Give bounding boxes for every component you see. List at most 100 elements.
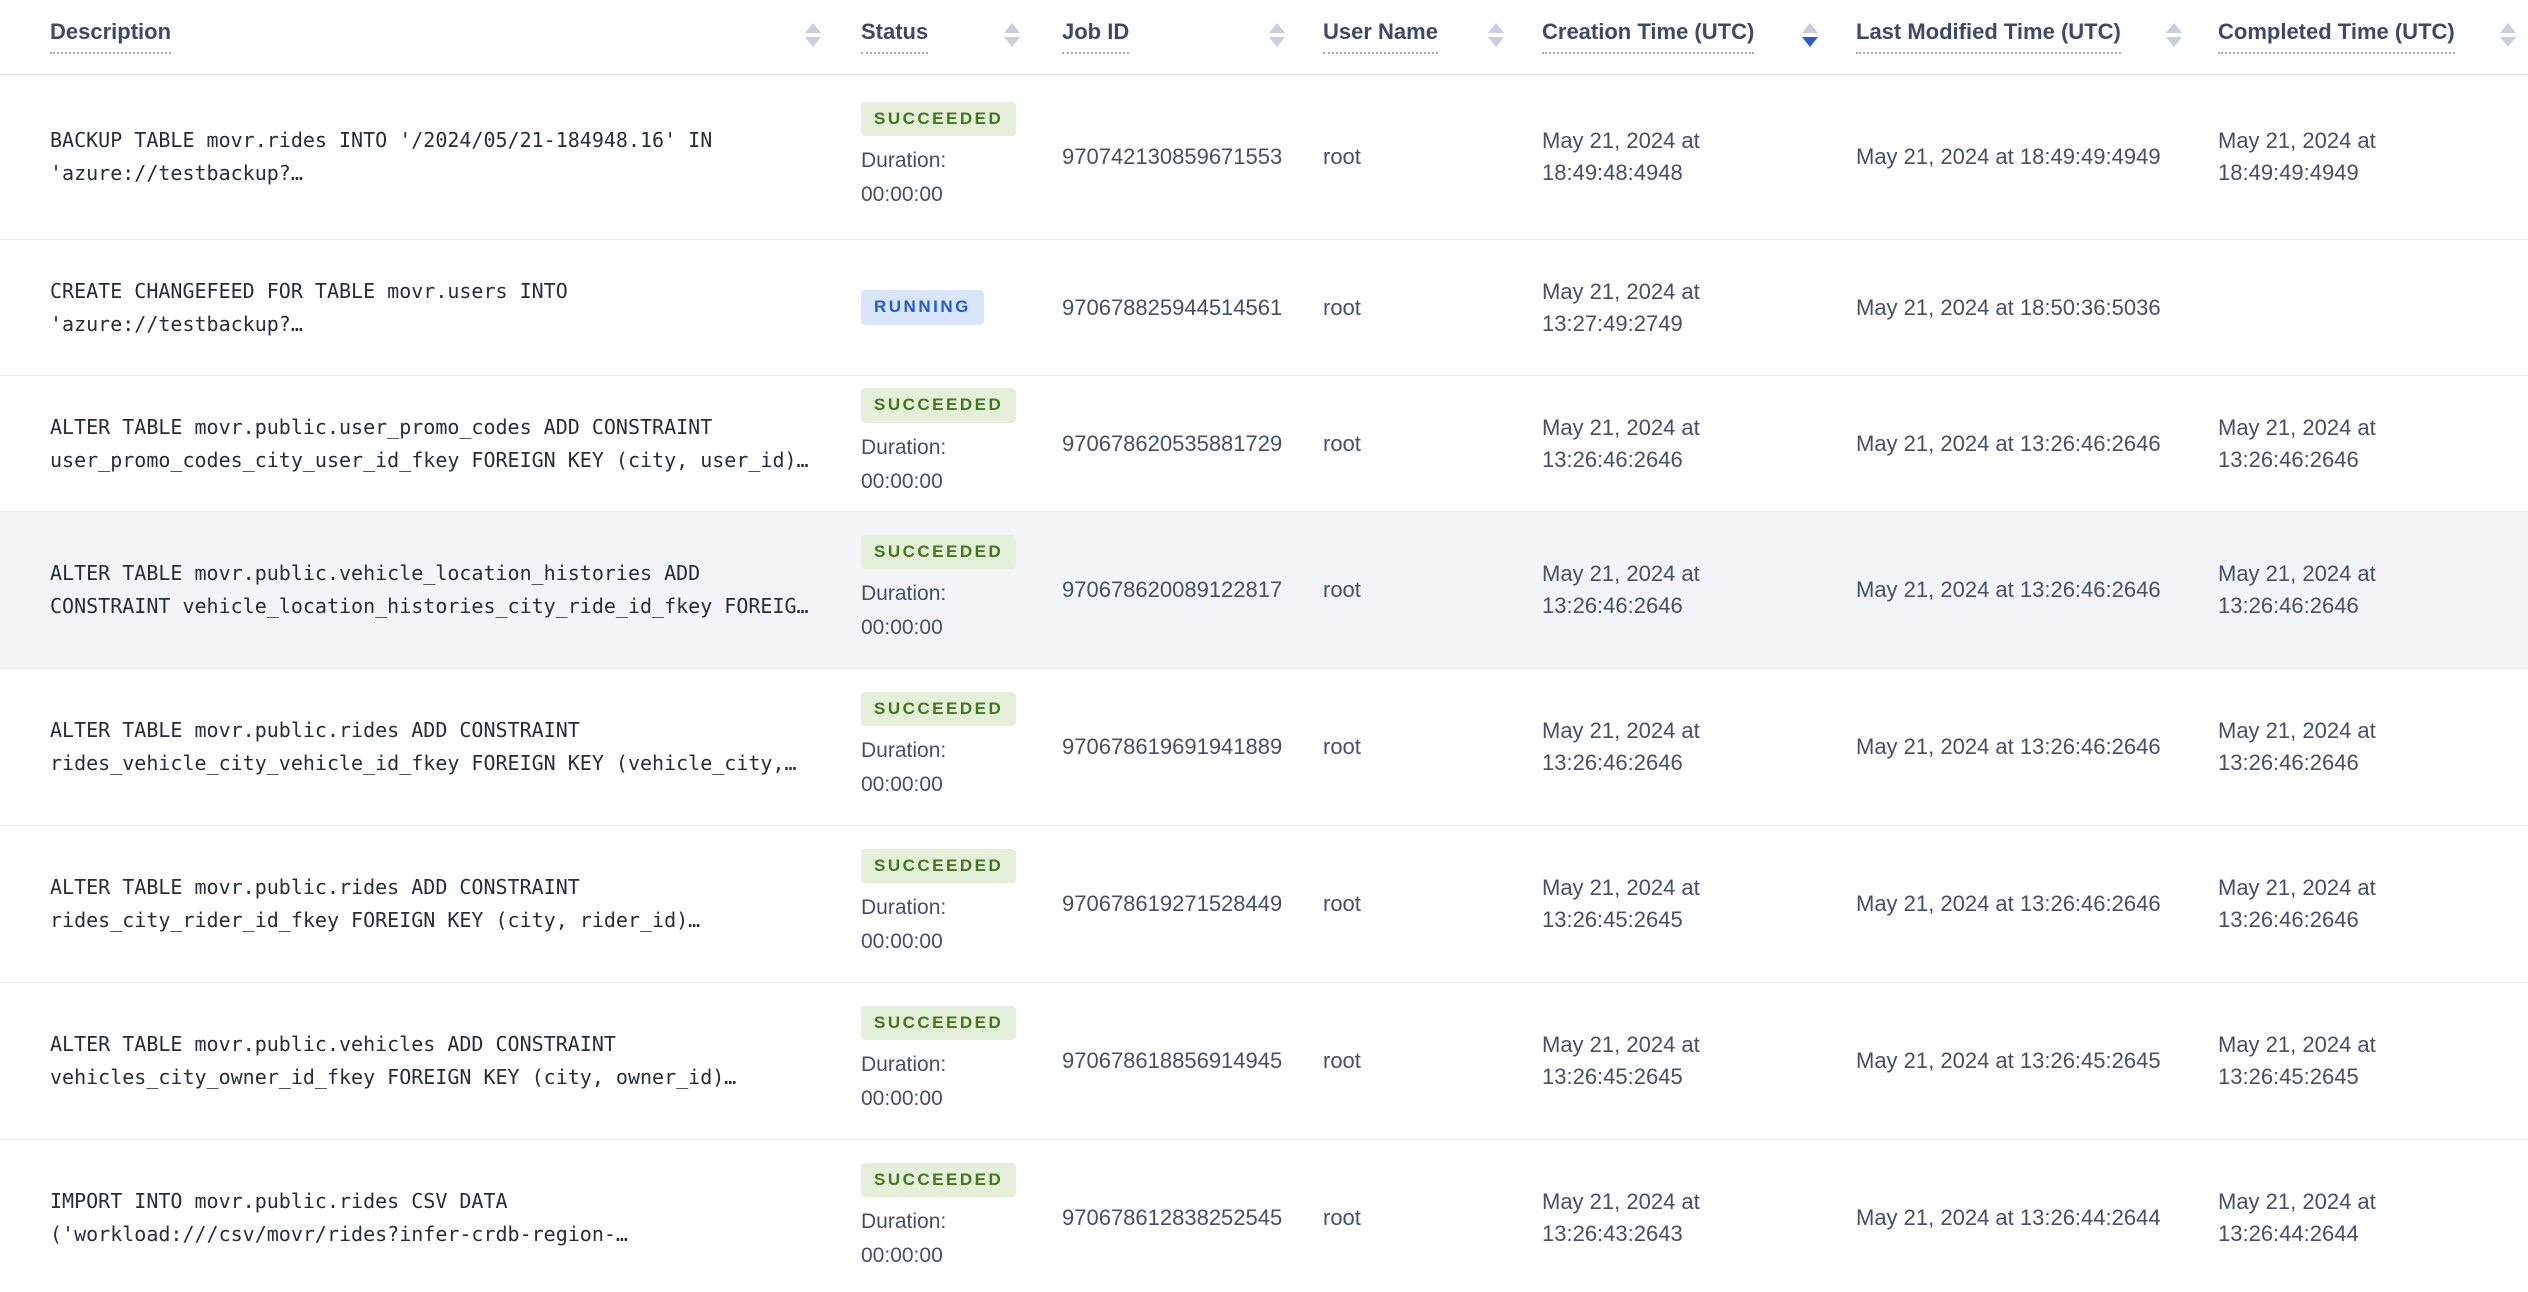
job-id-cell: 970678620535881729 [1062,430,1283,456]
creation-time: 13:26:46:2646 [1542,593,1683,618]
sort-arrows-icon[interactable] [805,23,821,47]
creation-time-cell: May 21, 2024 at 18:49:48:4948 [1542,125,1856,189]
user-name-cell: root [1323,891,1361,916]
sort-desc-icon [1004,37,1020,47]
sort-arrows-icon[interactable] [1004,23,1020,47]
user-name-cell: root [1323,577,1361,602]
creation-time-cell: May 21, 2024 at 13:26:46:2646 [1542,715,1856,779]
table-row[interactable]: ALTER TABLE movr.public.vehicles ADD CON… [0,983,2528,1140]
job-description-line2: user_promo_codes_city_user_id_fkey FOREI… [50,447,809,472]
sort-desc-icon [2500,37,2516,47]
job-description-line2: 'azure://testbackup?… [50,161,303,185]
last-modified-value: May 21, 2024 at 13:26:46:2646 [1856,734,2161,759]
last-modified-value: May 21, 2024 at 13:26:46:2646 [1856,577,2161,602]
duration-value: 00:00:00 [861,930,943,954]
sort-arrows-icon[interactable] [2166,23,2182,47]
job-status-cell: SUCCEEDED Duration: 00:00:00 [861,534,1062,645]
sort-asc-icon [2500,23,2516,33]
job-description-line2: vehicles_city_owner_id_fkey FOREIGN KEY … [50,1065,737,1089]
completed-date: May 21, 2024 at [2218,1032,2376,1057]
status-badge: SUCCEEDED [861,101,1017,137]
table-row[interactable]: IMPORT INTO movr.public.rides CSV DATA (… [0,1140,2528,1292]
column-header-label: Description [50,19,172,55]
column-header[interactable]: Status [861,19,1062,55]
column-header[interactable]: Creation Time (UTC) [1542,19,1856,55]
job-description-cell[interactable]: BACKUP TABLE movr.rides INTO '/2024/05/2… [50,124,861,190]
creation-time: 13:26:46:2646 [1542,446,1683,472]
job-status-cell: SUCCEEDED Duration: 00:00:00 [861,1162,1062,1273]
creation-time: 13:27:49:2749 [1542,310,1683,336]
duration-label: Duration: [861,435,947,459]
job-description-cell[interactable]: ALTER TABLE movr.public.vehicles ADD CON… [50,1028,861,1094]
job-description-cell[interactable]: ALTER TABLE movr.public.rides ADD CONSTR… [50,871,861,937]
duration-value: 00:00:00 [861,1244,943,1268]
job-description-line2: rides_vehicle_city_vehicle_id_fkey FOREI… [50,751,797,775]
job-description-line2: 'azure://testbackup?… [50,311,303,336]
completed-time: 13:26:45:2645 [2218,1064,2359,1089]
job-id-cell: 970678620089122817 [1062,577,1283,602]
job-id-cell: 970678618856914945 [1062,1048,1283,1073]
job-description-cell[interactable]: ALTER TABLE movr.public.vehicle_location… [50,557,861,623]
job-status-cell: SUCCEEDED Duration: 00:00:00 [861,691,1062,802]
user-name-cell: root [1323,294,1361,320]
job-description-cell[interactable]: CREATE CHANGEFEED FOR TABLE movr.users I… [50,275,861,341]
duration-value: 00:00:00 [861,1087,943,1111]
table-header-row: Description Status Job ID User Name Crea… [0,0,2528,75]
duration-label: Duration: [861,1053,947,1077]
column-header[interactable]: Last Modified Time (UTC) [1856,19,2218,55]
column-header-label: Last Modified Time (UTC) [1856,19,2121,55]
duration-label: Duration: [861,582,947,606]
job-description-line2: CONSTRAINT vehicle_location_histories_ci… [50,594,809,618]
column-header[interactable]: User Name [1323,19,1542,55]
last-modified-time-cell: May 21, 2024 at 18:49:49:4949 [1856,141,2218,173]
completed-time: 13:26:46:2646 [2218,750,2359,775]
last-modified-value: May 21, 2024 at 13:26:45:2645 [1856,1048,2161,1073]
job-description-cell[interactable]: ALTER TABLE movr.public.user_promo_codes… [50,411,861,477]
duration-value: 00:00:00 [861,773,943,797]
table-row[interactable]: ALTER TABLE movr.public.vehicle_location… [0,512,2528,669]
status-duration: Duration: 00:00:00 [861,891,1032,959]
last-modified-time-cell: May 21, 2024 at 13:26:46:2646 [1856,428,2218,460]
job-description-cell[interactable]: ALTER TABLE movr.public.rides ADD CONSTR… [50,714,861,780]
table-row[interactable]: CREATE CHANGEFEED FOR TABLE movr.users I… [0,240,2528,376]
sort-desc-icon [1488,37,1504,47]
job-id-cell: 970678612838252545 [1062,1205,1283,1230]
column-header[interactable]: Job ID [1062,19,1323,55]
creation-time: 13:26:46:2646 [1542,750,1683,775]
table-body: BACKUP TABLE movr.rides INTO '/2024/05/2… [0,75,2528,1292]
user-name-cell: root [1323,734,1361,759]
creation-time-cell: May 21, 2024 at 13:26:46:2646 [1542,412,1856,476]
sort-arrows-icon[interactable] [2500,23,2516,47]
status-badge: SUCCEEDED [861,691,1017,727]
last-modified-time-cell: May 21, 2024 at 13:26:45:2645 [1856,1045,2218,1077]
status-duration: Duration: 00:00:00 [861,734,1032,802]
column-header-label: Creation Time (UTC) [1542,19,1755,55]
last-modified-time-cell: May 21, 2024 at 13:26:46:2646 [1856,888,2218,920]
job-description-cell[interactable]: IMPORT INTO movr.public.rides CSV DATA (… [50,1185,861,1251]
completed-time: 13:26:46:2646 [2218,907,2359,932]
sort-arrows-icon[interactable] [1802,23,1818,47]
creation-time-cell: May 21, 2024 at 13:26:46:2646 [1542,558,1856,622]
table-row[interactable]: ALTER TABLE movr.public.rides ADD CONSTR… [0,669,2528,826]
column-header[interactable]: Description [50,19,861,55]
creation-date: May 21, 2024 at [1542,414,1700,440]
table-row[interactable]: ALTER TABLE movr.public.rides ADD CONSTR… [0,826,2528,983]
completed-time: 13:26:46:2646 [2218,593,2359,618]
sort-arrows-icon[interactable] [1488,23,1504,47]
sort-desc-icon [1269,37,1285,47]
table-row[interactable]: ALTER TABLE movr.public.user_promo_codes… [0,376,2528,512]
job-description-line1: ALTER TABLE movr.public.vehicle_location… [50,561,701,585]
completed-time-cell: May 21, 2024 at 13:26:46:2646 [2218,412,2528,476]
job-description-line1: ALTER TABLE movr.public.vehicles ADD CON… [50,1032,616,1056]
sort-arrows-icon[interactable] [1269,23,1285,47]
completed-time: 13:26:46:2646 [2218,446,2359,472]
status-duration: Duration: 00:00:00 [861,577,1032,645]
last-modified-value: May 21, 2024 at 13:26:44:2644 [1856,1205,2161,1230]
last-modified-time-cell: May 21, 2024 at 18:50:36:5036 [1856,292,2218,324]
column-header[interactable]: Completed Time (UTC) [2218,19,2528,55]
table-row[interactable]: BACKUP TABLE movr.rides INTO '/2024/05/2… [0,75,2528,240]
duration-label: Duration: [861,739,947,763]
last-modified-value: May 21, 2024 at 18:49:49:4949 [1856,144,2161,169]
job-description-line1: ALTER TABLE movr.public.user_promo_codes… [50,414,713,439]
creation-time: 13:26:43:2643 [1542,1221,1683,1246]
